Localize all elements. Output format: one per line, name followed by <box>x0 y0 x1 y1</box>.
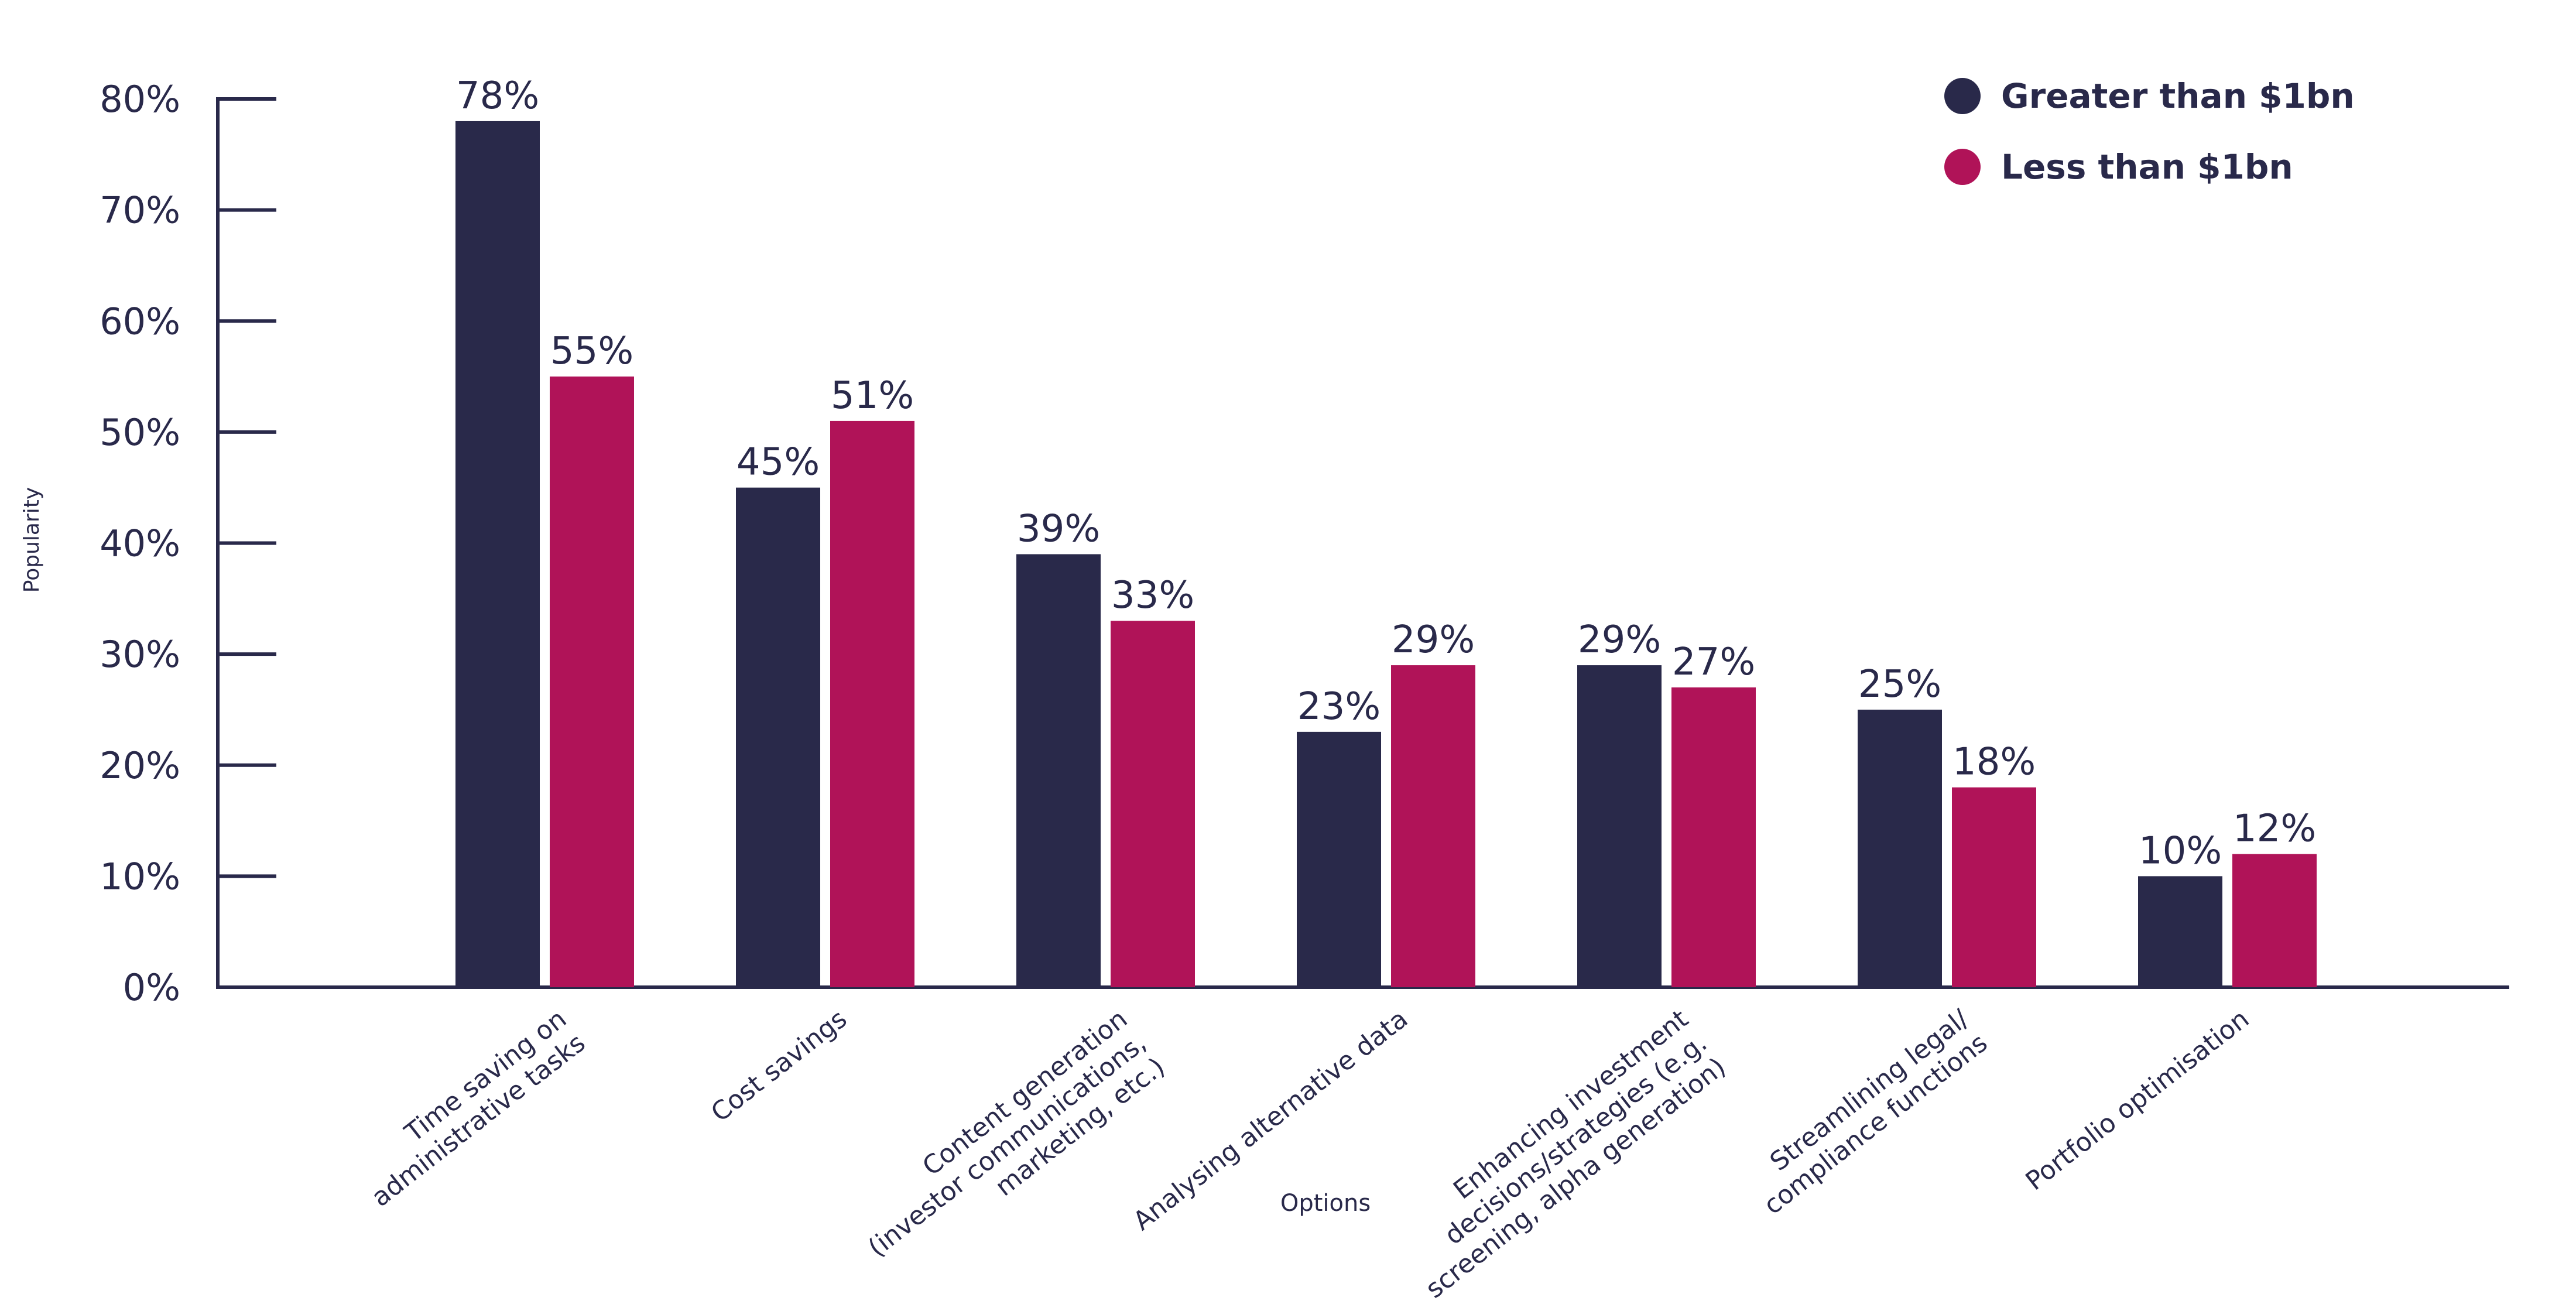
y-tick-label: 40% <box>100 522 180 565</box>
bar-value-label: 23% <box>1297 685 1381 728</box>
bar-greater-than-1bn <box>455 121 540 987</box>
x-category-label-line: Cost savings <box>705 1004 852 1128</box>
bar-less-than-1bn <box>1671 687 1756 987</box>
y-tick-label: 70% <box>100 189 180 232</box>
bar-value-label: 18% <box>1952 741 2036 784</box>
y-tick-label: 80% <box>100 78 180 121</box>
bar-less-than-1bn <box>830 420 914 987</box>
x-axis-label: Options <box>1280 1190 1371 1217</box>
bar-greater-than-1bn <box>1577 665 1662 987</box>
bar-less-than-1bn <box>1952 787 2036 987</box>
bar-value-label: 51% <box>831 374 914 417</box>
bar-value-label: 12% <box>2233 807 2316 850</box>
y-tick-label: 30% <box>100 633 180 676</box>
legend-marker-0 <box>1944 78 1981 114</box>
x-category-label: Content generation(investor communicatio… <box>844 1004 1171 1286</box>
y-tick-label: 0% <box>123 966 180 1009</box>
bar-value-label: 78% <box>456 74 539 118</box>
bar-less-than-1bn <box>550 377 634 987</box>
bar-value-label: 45% <box>737 441 820 484</box>
x-category-label: Cost savings <box>705 1004 852 1128</box>
legend-label: Greater than $1bn <box>2001 76 2355 116</box>
y-tick-label: 60% <box>100 300 180 343</box>
bar-less-than-1bn <box>1111 621 1195 987</box>
bar-value-label: 55% <box>550 330 633 373</box>
bar-greater-than-1bn <box>1016 554 1101 987</box>
bar-value-label: 29% <box>1578 618 1661 662</box>
bar-value-label: 27% <box>1672 641 1755 684</box>
x-category-label: Streamlining legal/compliance functions <box>1739 1004 1993 1220</box>
bar-less-than-1bn <box>2232 854 2317 987</box>
x-category-label-line: administrative tasks <box>366 1028 591 1213</box>
y-axis-label: Popularity <box>20 487 44 593</box>
x-category-label-line: Portfolio optimisation <box>2020 1004 2255 1196</box>
legend-marker-1 <box>1944 149 1981 185</box>
bar-value-label: 29% <box>1392 618 1475 662</box>
bar-value-label: 25% <box>1858 663 1941 706</box>
x-category-label: Enhancing investmentdecisions/strategies… <box>1383 1004 1732 1302</box>
y-tick-label: 10% <box>100 855 180 898</box>
x-category-label: Time saving onadministrative tasks <box>347 1004 591 1213</box>
x-category-label-line: compliance functions <box>1758 1028 1993 1220</box>
legend-label: Less than $1bn <box>2001 147 2293 187</box>
x-category-label-line: decisions/strategies (e.g. <box>1439 1028 1712 1251</box>
bar-greater-than-1bn <box>2138 876 2222 987</box>
bar-greater-than-1bn <box>1858 709 1942 987</box>
bar-value-label: 33% <box>1111 574 1194 617</box>
y-tick-label: 50% <box>100 411 180 454</box>
x-category-label-line: (investor communications, <box>863 1028 1152 1262</box>
x-category-label: Portfolio optimisation <box>2020 1004 2255 1196</box>
bar-value-label: 10% <box>2139 829 2222 872</box>
bar-less-than-1bn <box>1391 665 1475 987</box>
bar-greater-than-1bn <box>1297 731 1381 987</box>
bar-greater-than-1bn <box>736 487 820 987</box>
bar-value-label: 39% <box>1017 507 1100 550</box>
y-tick-label: 20% <box>100 744 180 787</box>
